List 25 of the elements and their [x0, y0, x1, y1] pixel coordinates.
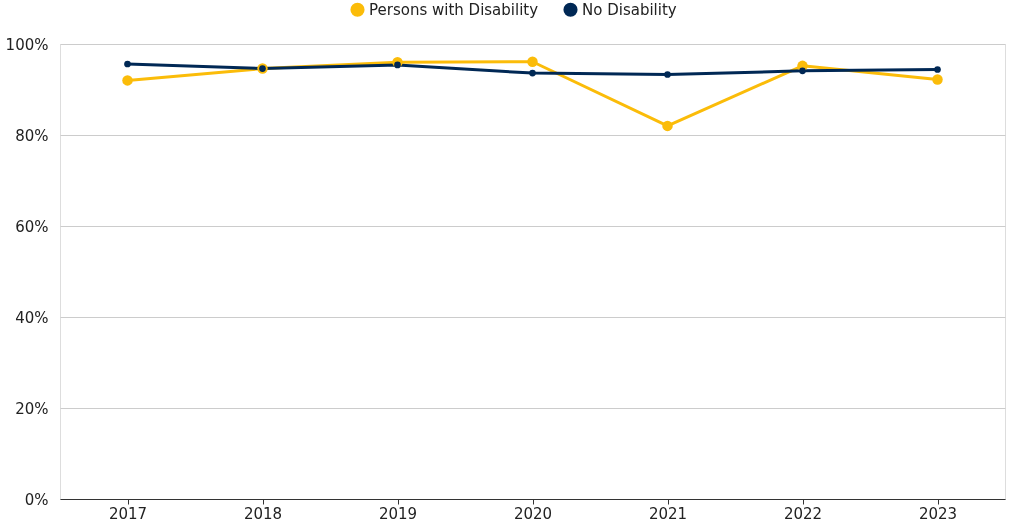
y-tick-label: 20%: [15, 399, 49, 418]
x-tick-label: 2017: [108, 504, 148, 523]
point: [662, 120, 673, 132]
y-tick-label: 100%: [5, 35, 49, 54]
x-tick-label: 2020: [513, 504, 553, 523]
y-tick-label: 40%: [15, 308, 49, 327]
x-tick-label: 2022: [783, 504, 823, 523]
y-tick-label: 60%: [15, 217, 49, 236]
point: [122, 75, 133, 86]
point: [932, 74, 943, 85]
point: [664, 71, 671, 78]
point: [124, 60, 131, 68]
point: [529, 69, 536, 77]
point: [527, 56, 538, 67]
y-tick-label: 0%: [24, 490, 49, 509]
legend-label: Persons with Disability: [369, 0, 539, 19]
legend-label: No Disability: [582, 0, 677, 19]
x-tick-label: 2021: [648, 504, 688, 523]
point: [394, 61, 401, 69]
point: [934, 66, 941, 73]
point: [799, 67, 806, 75]
x-tick-label: 2023: [918, 504, 958, 523]
x-tick-label: 2019: [378, 504, 418, 523]
x-tick-label: 2018: [243, 504, 283, 523]
y-tick-label: 80%: [15, 126, 49, 145]
